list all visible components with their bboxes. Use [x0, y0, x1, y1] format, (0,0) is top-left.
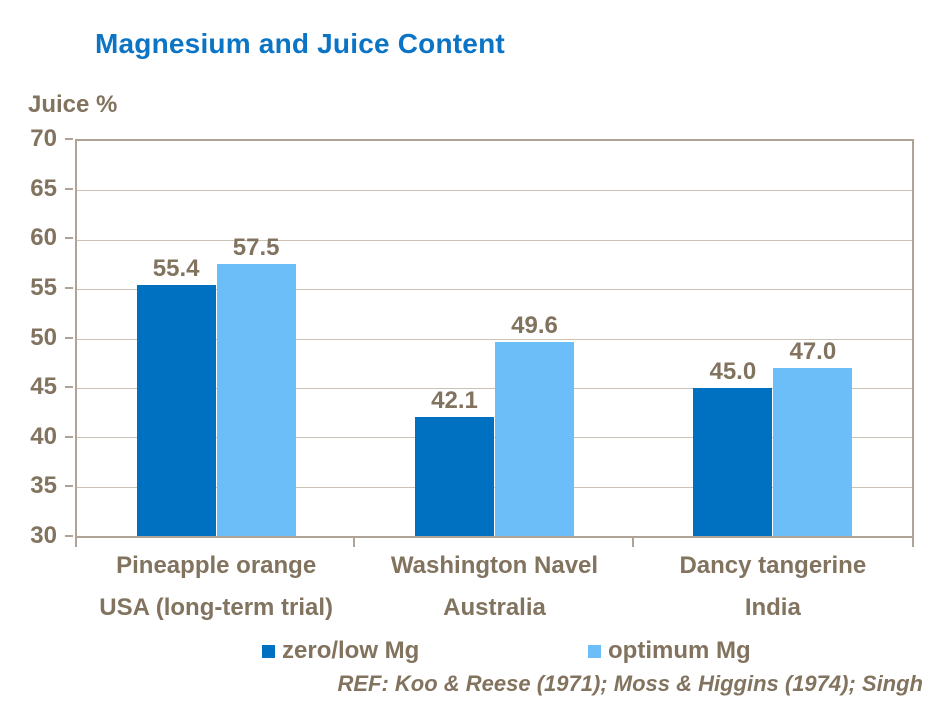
category-region-label-australia: Australia — [443, 594, 546, 621]
y-axis-tick-mark — [65, 535, 73, 537]
legend-item-zero-low-mg: zero/low Mg — [262, 638, 419, 664]
y-axis-tick-mark — [65, 237, 73, 240]
gridline — [77, 190, 912, 192]
category-label-pineapple-orange: Pineapple orange — [116, 552, 317, 579]
y-axis-title: Juice % — [28, 91, 118, 118]
legend-label-zero-low-mg: zero/low Mg — [282, 637, 420, 664]
bar-value-label: 47.0 — [789, 338, 837, 366]
y-axis-tick-label: 65 — [30, 174, 57, 202]
bar-pineapple-orange-optimum-mg — [216, 264, 296, 536]
plot-area: 55.4 57.5 42.1 49.6 45.0 47.0 — [75, 139, 914, 538]
bar-value-label: 55.4 — [152, 255, 200, 283]
bar-dancy-tangerine-optimum-mg — [773, 368, 853, 536]
legend-swatch-zero-low-mg — [262, 644, 275, 658]
gridline — [77, 486, 912, 488]
bar-value-label: 45.0 — [709, 357, 757, 385]
bar-value-label: 42.1 — [431, 386, 478, 414]
gridline — [77, 289, 912, 291]
y-axis-tick-mark — [65, 485, 73, 488]
category-label-washington-navel: Washington Navel — [390, 552, 599, 579]
bar-value-label: 49.6 — [511, 312, 558, 340]
gridline — [77, 437, 912, 439]
bar-value-label: 57.5 — [232, 234, 280, 262]
y-axis-tick-mark — [65, 286, 73, 289]
legend-label-optimum-mg: optimum Mg — [608, 637, 751, 664]
y-axis-tick-mark — [65, 386, 73, 389]
category-region-label-india: India — [744, 594, 801, 621]
x-axis-tick-mark — [352, 538, 355, 547]
category-label-dancy-tangerine: Dancy tangerine — [679, 552, 867, 579]
y-axis-tick-mark — [65, 336, 73, 339]
y-axis-tick-mark — [65, 138, 73, 140]
y-axis-tick-label: 60 — [30, 224, 57, 252]
bar-washington-navel-zero-low-mg — [415, 416, 494, 536]
y-axis-tick-label: 45 — [30, 373, 57, 401]
y-axis-tick-label: 50 — [30, 323, 57, 351]
bar-washington-navel-optimum-mg — [495, 342, 574, 536]
y-axis-tick-label: 40 — [30, 422, 57, 450]
y-axis-tick-mark — [65, 187, 73, 190]
y-axis-tick-label: 35 — [30, 472, 57, 500]
y-axis-tick-label: 70 — [30, 125, 57, 152]
gridline — [77, 387, 912, 389]
legend-item-optimum-mg: optimum Mg — [588, 638, 751, 664]
x-axis-tick-mark — [912, 538, 914, 547]
gridline — [77, 338, 912, 340]
bar-dancy-tangerine-zero-low-mg — [693, 387, 773, 536]
category-region-label-usa-long-term-trial: USA (long-term trial) — [99, 594, 334, 621]
x-axis-tick-mark — [632, 538, 635, 547]
y-axis-tick-label: 30 — [30, 522, 57, 549]
y-axis-tick-mark — [65, 435, 73, 438]
reference-line: REF: Koo & Reese (1971); Moss & Higgins … — [337, 671, 923, 696]
y-axis-tick-label: 55 — [30, 273, 57, 301]
gridline — [77, 239, 912, 241]
legend-swatch-optimum-mg — [588, 644, 601, 658]
chart-title: Magnesium and Juice Content — [95, 28, 505, 59]
x-axis-tick-mark — [75, 538, 77, 547]
bar-pineapple-orange-zero-low-mg — [136, 285, 216, 536]
